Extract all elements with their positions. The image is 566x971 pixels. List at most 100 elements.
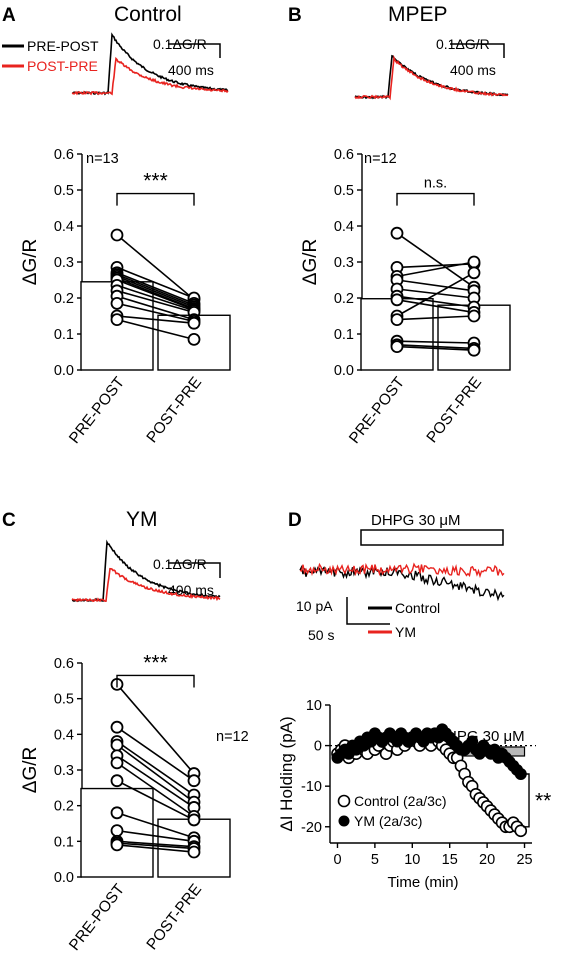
y-tick-label: 0.1 (334, 327, 354, 343)
y-tick-label: 0.1 (54, 327, 74, 343)
scale-bar-a-time: 400 ms (168, 62, 214, 78)
pair-line (116, 779, 195, 821)
category-label: PRE-POST (346, 374, 409, 447)
trace-b-post-pre (354, 54, 509, 101)
scale-bar-d-time: 50 s (308, 627, 334, 643)
pair-line (116, 295, 195, 321)
legend-post-pre-label: POST-PRE (27, 58, 98, 74)
panel-c: C YM 0.1ΔG/R 400 ms 0.00.10.20.30.40.50.… (2, 508, 249, 954)
scale-bar-c-amplitude: 0.1ΔG/R (153, 556, 207, 572)
panel-b-letter: B (288, 5, 302, 26)
x-tick-label: 20 (479, 852, 495, 868)
data-point (110, 824, 124, 838)
pair-line (116, 315, 195, 324)
significance-label: *** (143, 170, 168, 193)
pair-line (116, 275, 195, 308)
pair-line (116, 762, 195, 818)
y-axis-label: ΔG/R (20, 239, 41, 285)
y-axis-label: ΔG/R (300, 239, 321, 285)
data-point (110, 720, 124, 734)
pair-line (116, 302, 195, 323)
bar-pre-post (360, 298, 434, 371)
n-label: n=13 (86, 151, 119, 167)
pair-line (116, 844, 195, 853)
y-tick-label: 0.0 (54, 870, 74, 886)
y-tick-label: 0.4 (54, 727, 74, 743)
x-tick-label: 5 (371, 852, 379, 868)
pair-line (396, 299, 475, 314)
y-tick-label: 0.5 (334, 183, 354, 199)
y-tick-label: 10 (306, 698, 322, 714)
data-point (187, 316, 201, 330)
significance-bracket (523, 773, 530, 828)
data-point (110, 313, 124, 327)
scale-bar-d-current: 10 pA (296, 598, 333, 614)
pair-line (116, 726, 195, 782)
point-control (514, 824, 528, 838)
significance-bracket (116, 192, 195, 206)
legend-ym-label: YM (395, 624, 416, 640)
legend-ym-label: YM (2a/3c) (354, 813, 422, 829)
data-point (467, 309, 481, 323)
pair-line (116, 234, 195, 301)
category-label: POST-PRE (423, 374, 485, 446)
panel-a: A Control PRE-POST POST-PRE 0.1ΔG/R 400 … (2, 3, 231, 447)
panel-b-title: MPEP (388, 3, 448, 26)
scale-bar-b-amplitude: 0.1ΔG/R (436, 36, 490, 52)
scale-bar-b (450, 43, 505, 58)
pair-line (116, 840, 195, 848)
data-point (390, 313, 404, 327)
data-point (467, 343, 481, 357)
y-tick-label: 0.2 (334, 291, 354, 307)
data-point (110, 296, 124, 310)
pair-line (116, 266, 195, 299)
x-tick-label: 25 (516, 852, 532, 868)
pair-line (396, 340, 475, 344)
trace-a-post-pre (71, 56, 229, 96)
y-tick-label: 0 (314, 739, 322, 755)
scale-bar-a (168, 43, 221, 58)
scale-bar-b-time: 400 ms (450, 62, 496, 78)
y-tick-label: 0.4 (334, 219, 354, 235)
x-tick-label: 15 (442, 852, 458, 868)
panel-b: B MPEP 0.1ΔG/R 400 ms 0.0 0.1 0.2 0.3 0.4 0.5… (288, 3, 511, 447)
pair-line (116, 740, 195, 796)
pair-line (116, 277, 195, 310)
data-point (467, 266, 481, 280)
pair-line (116, 812, 195, 839)
x-axis-label: Time (min) (387, 874, 458, 891)
y-axis-label: ΔI Holding (pA) (277, 716, 296, 831)
y-tick-label: 0.3 (54, 255, 74, 271)
data-point (110, 774, 124, 788)
data-point (110, 756, 124, 770)
holding-trace-ym (299, 562, 505, 579)
pair-line (116, 273, 195, 306)
data-point (467, 255, 481, 269)
panel-c-title: YM (126, 508, 158, 531)
pair-line (396, 344, 475, 350)
pair-line (116, 842, 195, 850)
data-point (187, 845, 201, 859)
dhpg-label: DHPG 30 μM (371, 512, 461, 529)
panel-d-letter: D (288, 510, 302, 531)
data-point (187, 813, 201, 827)
y-tick-label: 0.1 (54, 834, 74, 850)
pair-line (396, 279, 475, 292)
n-label: n=12 (364, 151, 397, 167)
data-point (390, 340, 404, 354)
pair-line (116, 318, 195, 341)
scale-bar-d (346, 597, 390, 625)
data-point (110, 838, 124, 852)
y-tick-label: 0.6 (334, 147, 354, 163)
data-point (110, 806, 124, 820)
pair-line (116, 744, 195, 803)
x-tick-label: 0 (333, 852, 341, 868)
pair-line (116, 755, 195, 809)
y-tick-label: -20 (301, 820, 322, 836)
y-tick-label: 0.0 (334, 363, 354, 379)
legend-ym-marker (338, 815, 350, 827)
legend-control-label: Control (2a/3c) (354, 793, 447, 809)
significance-bracket (396, 192, 475, 206)
significance-label: *** (143, 651, 168, 674)
